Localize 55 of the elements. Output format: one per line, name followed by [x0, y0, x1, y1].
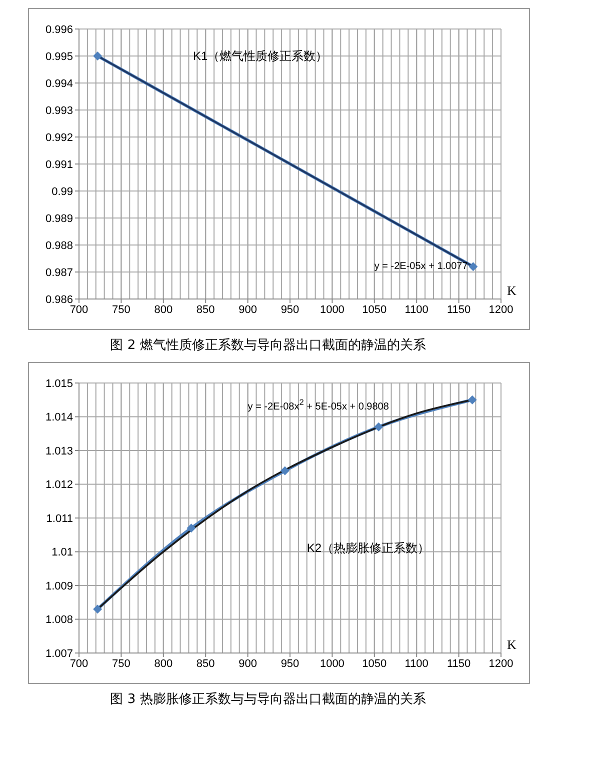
x-tick-label: 900 [238, 658, 257, 670]
annotation: K2（热膨胀修正系数） [306, 540, 430, 557]
y-tick-label: 0.99 [52, 186, 73, 198]
x-tick-label: 850 [196, 304, 215, 316]
x-tick-label: 1200 [488, 658, 514, 670]
point [374, 422, 384, 432]
x-tick-label: 950 [280, 304, 300, 316]
point [186, 524, 196, 533]
y-tick-label: 0.991 [45, 158, 73, 171]
y-tick-label: 1.01 [52, 546, 73, 559]
y-tick-label: 0.993 [45, 104, 73, 117]
x-tick-label: 1100 [404, 658, 428, 670]
x-tick-label: 750 [112, 658, 130, 670]
x-tick-label: 950 [280, 658, 300, 670]
y-tick-label: 0.989 [45, 212, 73, 225]
text: 图 3 热膨胀修正系数与与导向器出口截面的静温的关系 [109, 691, 427, 708]
y-tick-label: 1.015 [45, 378, 73, 390]
y-tick-label: 1.012 [45, 479, 73, 492]
y-tick-label: 1.007 [45, 648, 73, 660]
x-tick-label: 800 [154, 304, 173, 316]
y-tick-label: 1.014 [45, 412, 73, 424]
x-tick-label: 850 [196, 658, 215, 670]
x-tick-label: 1000 [320, 658, 344, 670]
y-tick-label: 0.995 [45, 50, 73, 63]
y-tick-label: 0.986 [45, 294, 73, 306]
x-axis-title: K [507, 637, 516, 653]
x-tick-label: 900 [238, 304, 257, 316]
y-tick-label: 1.013 [45, 445, 73, 458]
y-tick-label: 0.992 [45, 132, 73, 144]
y-tick-label: 1.009 [45, 580, 73, 592]
x-tick-label: 750 [112, 304, 130, 316]
annotation: y = -2E-08x$^{2}$ + 5E-05x + 0.9808 [248, 396, 389, 412]
x-tick-label: 1050 [362, 304, 387, 316]
text: 图 2 燃气性质修正系数与导向器出口截面的静温的关系 [109, 337, 427, 354]
x-tick-label: 1150 [446, 304, 471, 316]
point [93, 604, 102, 614]
annotation: y = -2E-05x + 1.0077 [374, 261, 468, 272]
annotation: K1（燃气性质修正系数） [192, 48, 328, 65]
y-tick-label: 0.988 [45, 240, 73, 252]
y-tick-label: 0.987 [45, 266, 73, 279]
x-tick-label: 1100 [404, 304, 428, 316]
x-tick-label: 800 [154, 658, 173, 670]
y-tick-label: 1.011 [46, 512, 73, 525]
x-tick-label: 1000 [320, 304, 344, 316]
x-tick-label: 700 [70, 304, 88, 316]
point [468, 395, 477, 404]
x-tick-label: 1050 [362, 658, 387, 670]
x-tick-label: 1150 [446, 658, 471, 670]
y-tick-label: 1.008 [45, 614, 73, 626]
x-axis-title: K [507, 283, 516, 299]
x-tick-label: 700 [70, 658, 88, 670]
y-tick-label: 0.994 [45, 78, 73, 90]
point [280, 466, 290, 476]
x-tick-label: 1200 [488, 304, 514, 316]
y-tick-label: 0.996 [45, 24, 73, 36]
